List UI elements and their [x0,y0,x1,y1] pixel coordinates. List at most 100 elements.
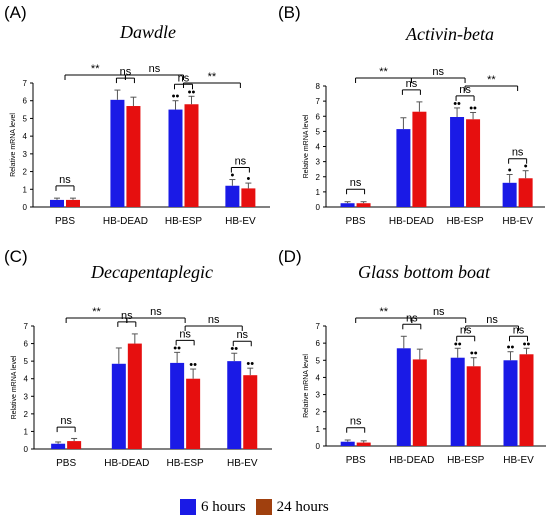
significance-dots: • [524,161,528,173]
significance-label: ** [379,306,388,318]
significance-label: ns [432,66,444,78]
bar [450,117,465,207]
y-tick-label: 3 [316,391,321,400]
significance-label: ns [59,174,71,186]
y-tick-label: 5 [23,114,28,123]
chart-title: Activin-beta [405,24,494,44]
panel-letter: (D) [278,247,302,266]
bar [110,99,125,207]
x-category-label: HB-ESP [446,216,484,227]
x-category-label: PBS [55,216,75,227]
significance-dots: •• [469,102,477,114]
y-tick-label: 1 [23,185,28,194]
significance-label: ** [487,74,496,86]
significance-label: ** [208,71,217,83]
significance-label: ns [208,314,220,326]
legend: 6 hours 24 hours [180,496,329,518]
significance-label: ns [486,314,498,326]
significance-dots: •• [507,342,515,354]
bar [340,441,355,446]
bar [65,199,80,207]
significance-dots: • [230,170,234,182]
significance-dots: •• [470,348,478,360]
bar [170,362,185,449]
x-category-label: HB-DEAD [389,216,434,227]
y-tick-label: 6 [316,112,321,121]
bar [225,185,240,207]
bar [241,188,256,207]
y-tick-label: 5 [24,357,29,366]
y-tick-label: 3 [23,150,28,159]
y-tick-label: 6 [24,340,29,349]
x-category-label: HB-EV [227,458,258,469]
bar [502,182,517,207]
significance-label: ** [379,66,388,78]
legend-label-24h: 24 hours [276,498,329,515]
bar [466,119,481,207]
bar [356,442,371,446]
significance-dots: •• [230,343,238,355]
significance-label: ns [350,177,362,189]
y-tick-label: 6 [316,339,321,348]
y-tick-label: 3 [316,158,321,167]
bar [503,360,518,446]
chart-title: Decapentaplegic [90,262,213,282]
bar [396,348,411,446]
y-tick-label: 8 [316,82,321,91]
significance-label: ns [512,147,524,159]
significance-label: ns [236,329,248,341]
bar [519,354,534,446]
x-category-label: HB-DEAD [389,455,434,466]
y-tick-label: 7 [24,322,29,331]
y-tick-label: 4 [24,375,29,384]
significance-label: ns [121,310,133,322]
significance-dots: •• [173,342,181,354]
bar [67,441,82,449]
bar [466,366,481,446]
x-category-label: HB-EV [225,216,256,227]
bar [111,363,126,449]
bar [227,361,242,449]
significance-label: ns [406,78,418,90]
y-tick-label: 0 [24,445,29,454]
legend-label-6h: 6 hours [201,498,246,515]
significance-label: ns [60,415,72,427]
significance-dots: •• [189,359,197,371]
panel-letter: (B) [278,3,301,22]
bar [412,359,427,446]
x-category-label: PBS [346,216,366,227]
bar [126,106,141,207]
significance-dots: •• [453,98,461,110]
bar [168,109,183,207]
y-axis-label: Relative mRNA level [303,354,310,418]
significance-dots: • [508,164,512,176]
significance-label: ** [92,306,101,318]
significance-label: ns [235,156,247,168]
y-tick-label: 4 [316,373,321,382]
x-category-label: HB-EV [502,216,533,227]
legend-item-24h: 24 hours [255,498,329,516]
significance-label: ns [179,328,191,340]
x-category-label: HB-ESP [447,455,485,466]
significance-dots: •• [172,91,180,103]
bar [396,129,411,207]
chart-title: Glass bottom boat [358,262,491,282]
y-axis-label: Relative mRNA level [10,113,17,177]
x-category-label: PBS [346,455,366,466]
legend-swatch-6h [180,499,196,515]
bar [340,203,355,207]
significance-label: ns [149,63,161,75]
bar [184,104,199,207]
significance-label: ns [433,306,445,318]
x-category-label: HB-EV [503,455,534,466]
y-tick-label: 2 [24,410,29,419]
bar [186,378,201,449]
x-category-label: HB-ESP [167,458,205,469]
chart-title: Dawdle [119,22,176,42]
bar [356,203,371,207]
bar [49,199,64,207]
y-tick-label: 0 [316,442,321,451]
y-tick-label: 5 [316,356,321,365]
y-tick-label: 2 [316,173,321,182]
